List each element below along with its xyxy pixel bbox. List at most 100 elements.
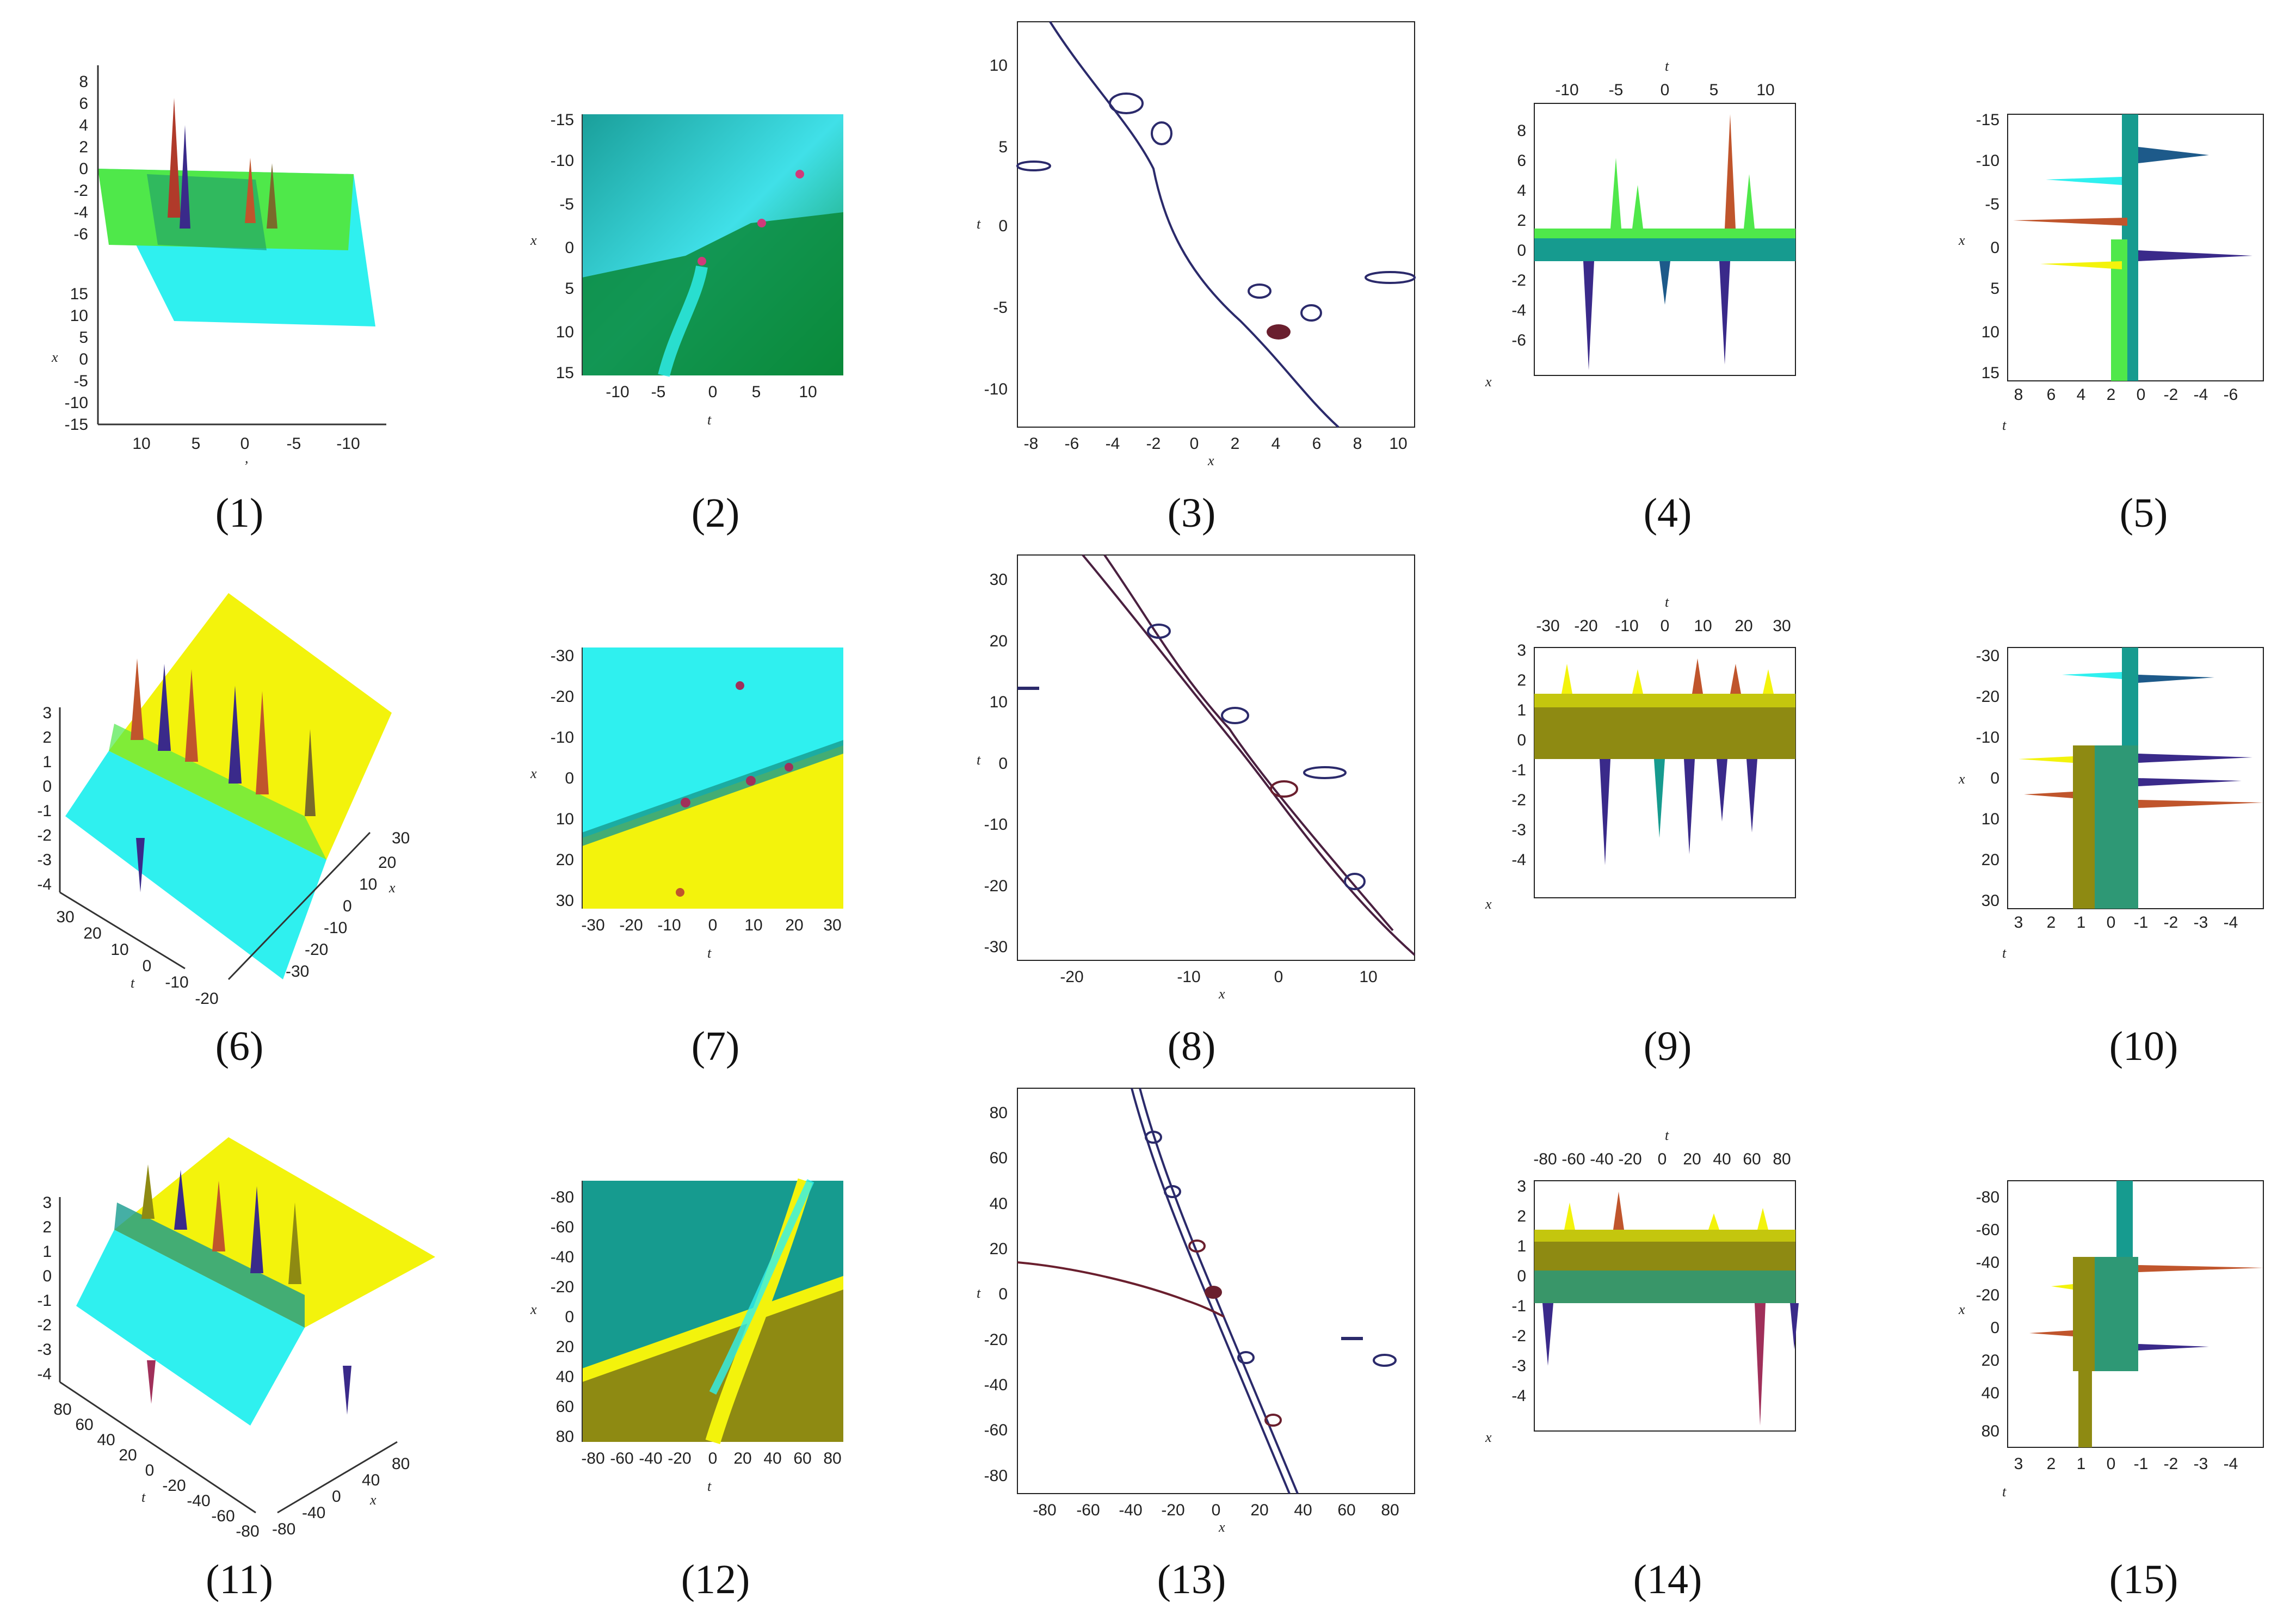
p9-top-tick: 20 — [1735, 617, 1752, 635]
panel-11-3d-surface: 3 2 1 0 -1 -2 -3 -4 80 60 40 20 0 -20 -4… — [22, 1121, 435, 1545]
p10-x-tick: -3 — [2194, 914, 2208, 932]
p10-y-tick: 10 — [1982, 810, 1999, 828]
p13-y-tick: 20 — [990, 1240, 1008, 1258]
p9-y-tick: 3 — [1517, 642, 1526, 659]
p5-y-tick: 0 — [1990, 239, 1999, 257]
p5-t-axis-label: t — [2002, 417, 2007, 433]
p14-top-tick: -40 — [1590, 1150, 1613, 1168]
p6-z-tick: -2 — [37, 827, 52, 844]
p7-x-tick: 10 — [744, 916, 762, 934]
p1-z-tick: 6 — [79, 95, 88, 113]
p9-y-tick: -3 — [1511, 821, 1526, 839]
p2-y-tick: 15 — [556, 364, 574, 382]
p3-y-tick: 5 — [998, 138, 1008, 156]
p3-x-tick: -8 — [1024, 435, 1039, 453]
p6-t-tick: -20 — [195, 990, 218, 1008]
p6-t-tick: 20 — [83, 924, 101, 942]
p9-y-tick: -1 — [1511, 761, 1526, 779]
p3-y-tick: -5 — [993, 299, 1008, 317]
p10-y-tick: 20 — [1982, 851, 1999, 869]
p4-top-tick: -10 — [1555, 81, 1578, 99]
p14-x-axis-label: x — [1485, 1429, 1492, 1445]
p9-y-tick: 0 — [1517, 731, 1526, 749]
p3-x-tick: 6 — [1312, 435, 1322, 453]
p10-y-tick: -20 — [1976, 688, 1999, 706]
p9-top-tick: -20 — [1574, 617, 1597, 635]
p1-z-tick: 2 — [79, 138, 88, 156]
p13-x-tick: -20 — [1161, 1501, 1184, 1519]
p10-y-tick: 0 — [1990, 769, 1999, 787]
p6-t-tick: -10 — [165, 973, 188, 991]
p15-y-tick: -80 — [1976, 1188, 1999, 1206]
p7-y-tick: -10 — [551, 729, 574, 747]
p11-t-tick: 60 — [75, 1416, 93, 1434]
caption-12: (12) — [681, 1557, 750, 1602]
caption-10: (10) — [2109, 1023, 2178, 1069]
panel-3-svg: 10 5 0 -5 -10 -8 -6 -4 -2 0 2 4 6 8 10 t… — [977, 21, 1416, 468]
p1-x-tick: -10 — [65, 394, 88, 412]
p1-z-tick: 0 — [79, 160, 88, 178]
panel-9-side-view: -30 -20 -10 0 10 20 30 3 2 1 0 -1 -2 -3 … — [1469, 588, 1817, 969]
p9-top-tick: 0 — [1661, 617, 1670, 635]
p7-y-tick: -20 — [551, 688, 574, 706]
panel-12-density: -80 -60 -40 -20 0 20 40 60 80 -80 -60 -4… — [522, 1175, 860, 1513]
caption-9: (9) — [1643, 1023, 1692, 1069]
caption-11: (11) — [206, 1557, 273, 1602]
p12-x-tick: 0 — [708, 1450, 718, 1467]
p14-top-tick: -80 — [1533, 1150, 1557, 1168]
p9-top-tick: -10 — [1615, 617, 1638, 635]
p3-y-tick: 10 — [990, 57, 1008, 75]
p13-x-tick: 80 — [1381, 1501, 1399, 1519]
p11-x-tick: 0 — [332, 1488, 341, 1506]
p14-t-axis-label: t — [1665, 1127, 1669, 1143]
p12-y-tick: 20 — [556, 1338, 574, 1356]
p8-x-tick: -10 — [1177, 968, 1200, 986]
p9-top-tick: -30 — [1536, 617, 1559, 635]
panel-2-svg: -15 -10 -5 0 5 10 15 -10 -5 0 5 10 x t — [530, 111, 843, 428]
p5-x-tick: 4 — [2077, 386, 2086, 404]
p1-t-tick: -5 — [287, 435, 301, 453]
p1-x-tick: 10 — [70, 307, 88, 325]
p9-top-tick: 30 — [1773, 617, 1791, 635]
p5-x-tick: -6 — [2224, 386, 2238, 404]
p3-x-tick: 0 — [1190, 435, 1199, 453]
p14-y-tick: 3 — [1517, 1177, 1526, 1195]
p14-top-tick: 0 — [1658, 1150, 1667, 1168]
p11-z-tick: -3 — [37, 1341, 52, 1359]
p2-x-tick: 10 — [799, 383, 817, 401]
p15-x-tick: 1 — [2077, 1455, 2086, 1473]
p3-x-tick: 8 — [1353, 435, 1362, 453]
panel-12-svg: -80 -60 -40 -20 0 20 40 60 80 -80 -60 -4… — [530, 1178, 843, 1494]
p10-x-tick: -2 — [2164, 914, 2178, 932]
p15-x-tick: 2 — [2047, 1455, 2056, 1473]
p6-x-tick: 30 — [392, 829, 410, 847]
p15-x-tick: -3 — [2194, 1455, 2208, 1473]
p5-x-tick: -4 — [2194, 386, 2208, 404]
p5-y-tick: -15 — [1976, 111, 1999, 129]
p13-y-tick: 80 — [990, 1104, 1008, 1122]
p9-y-tick: 1 — [1517, 701, 1526, 719]
p8-y-tick: 10 — [990, 693, 1008, 711]
p6-x-tick: -10 — [324, 919, 347, 937]
p8-t-axis-label: t — [977, 752, 981, 768]
p15-y-tick: 0 — [1990, 1319, 1999, 1337]
panel-1-3d-surface: 8 6 4 2 0 -2 -4 -6 15 10 5 0 -5 -10 -15 … — [38, 65, 386, 466]
p9-y-tick: -4 — [1511, 851, 1526, 869]
p12-x-tick: 20 — [733, 1450, 751, 1467]
p8-x-axis-label: x — [1218, 986, 1225, 1002]
p10-y-tick: -10 — [1976, 729, 1999, 747]
p7-x-tick: 0 — [708, 916, 718, 934]
caption-6: (6) — [215, 1023, 264, 1069]
panel-14-side-view: -80 -60 -40 -20 0 20 40 60 80 3 2 1 0 -1… — [1469, 1121, 1817, 1502]
p2-y-tick: 5 — [565, 280, 574, 298]
p1-t-axis-label: , — [245, 450, 249, 466]
p13-y-tick: -80 — [984, 1467, 1008, 1485]
p14-y-tick: -2 — [1511, 1327, 1526, 1345]
p12-x-tick: 40 — [763, 1450, 781, 1467]
p7-t-axis-label: t — [707, 945, 712, 961]
p7-x-axis-label: x — [530, 766, 537, 781]
p15-x-tick: -4 — [2224, 1455, 2238, 1473]
p12-y-tick: -20 — [551, 1278, 574, 1296]
p4-top-tick: 0 — [1661, 81, 1670, 99]
p10-x-tick: 1 — [2077, 914, 2086, 932]
